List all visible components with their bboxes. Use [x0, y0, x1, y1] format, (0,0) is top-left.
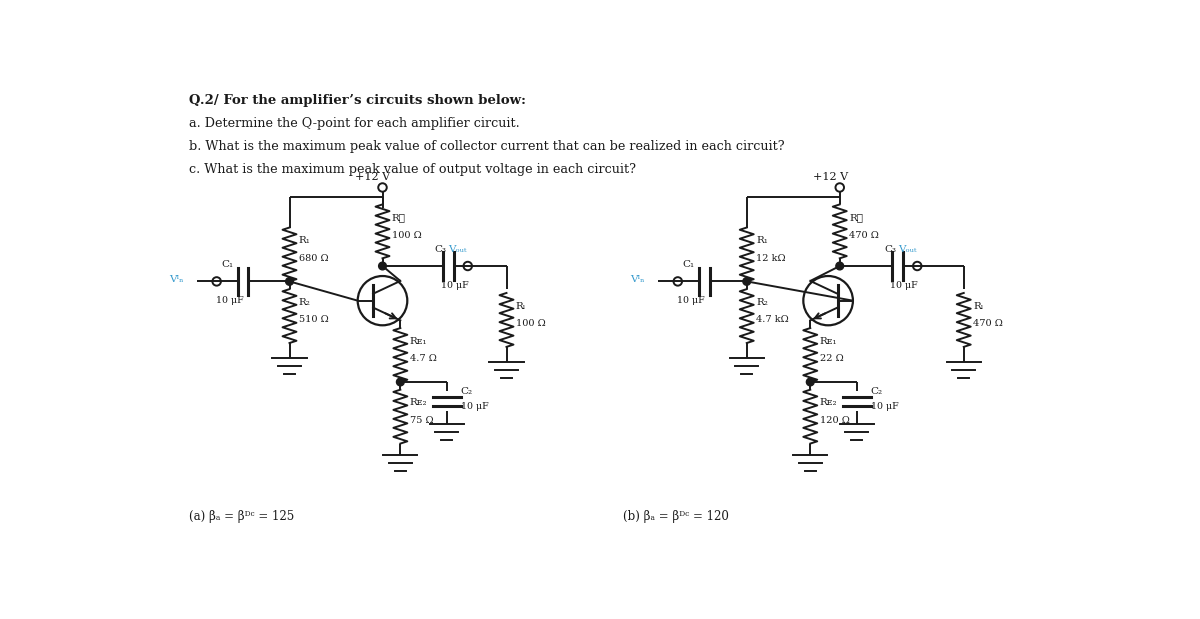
- Text: 10 μF: 10 μF: [216, 296, 244, 305]
- Text: 4.7 Ω: 4.7 Ω: [409, 354, 437, 363]
- Circle shape: [379, 262, 386, 270]
- Text: Rᴇ₁: Rᴇ₁: [409, 337, 427, 345]
- Text: +12 V: +12 V: [812, 173, 847, 183]
- Circle shape: [286, 277, 293, 285]
- Text: RⰉ: RⰉ: [850, 213, 863, 222]
- Text: c. What is the maximum peak value of output voltage in each circuit?: c. What is the maximum peak value of out…: [188, 163, 636, 176]
- Text: 10 μF: 10 μF: [871, 402, 899, 411]
- Text: 100 Ω: 100 Ω: [391, 231, 421, 240]
- Text: 510 Ω: 510 Ω: [299, 316, 329, 324]
- Text: Q.2/ For the amplifier’s circuits shown below:: Q.2/ For the amplifier’s circuits shown …: [188, 94, 526, 107]
- Text: R₂: R₂: [299, 298, 311, 306]
- Text: C₃: C₃: [434, 245, 446, 254]
- Text: 470 Ω: 470 Ω: [973, 319, 1003, 328]
- Text: C₁: C₁: [683, 260, 695, 269]
- Text: C₂: C₂: [871, 387, 883, 396]
- Text: 100 Ω: 100 Ω: [516, 319, 546, 328]
- Text: a. Determine the Q-point for each amplifier circuit.: a. Determine the Q-point for each amplif…: [188, 117, 520, 130]
- Circle shape: [396, 378, 404, 386]
- Text: +12 V: +12 V: [355, 173, 390, 183]
- Text: 10 μF: 10 μF: [440, 281, 468, 290]
- Text: R₂: R₂: [756, 298, 768, 306]
- Text: R₁: R₁: [756, 236, 768, 245]
- Text: 75 Ω: 75 Ω: [409, 416, 433, 425]
- Text: C₃: C₃: [884, 245, 896, 254]
- Text: C₂: C₂: [461, 387, 473, 396]
- Text: Rₗ: Rₗ: [516, 301, 526, 311]
- Text: 10 μF: 10 μF: [890, 281, 918, 290]
- Text: 120 Ω: 120 Ω: [820, 416, 850, 425]
- Text: RⰉ: RⰉ: [391, 213, 406, 222]
- Text: 4.7 kΩ: 4.7 kΩ: [756, 316, 788, 324]
- Text: Vᴵₙ: Vᴵₙ: [169, 275, 184, 284]
- Text: 12 kΩ: 12 kΩ: [756, 254, 786, 263]
- Text: Rᴇ₁: Rᴇ₁: [820, 337, 838, 345]
- Text: (b) βₐ⁣ = βᴰᶜ = 120: (b) βₐ⁣ = βᴰᶜ = 120: [623, 510, 728, 523]
- Text: R₁: R₁: [299, 236, 311, 245]
- Text: Vₒᵤₜ: Vₒᵤₜ: [898, 245, 917, 254]
- Circle shape: [806, 378, 814, 386]
- Text: 470 Ω: 470 Ω: [850, 231, 878, 240]
- Text: Vₒᵤₜ: Vₒᵤₜ: [449, 245, 467, 254]
- Text: 22 Ω: 22 Ω: [820, 354, 844, 363]
- Text: Vᴵₙ: Vᴵₙ: [630, 275, 646, 284]
- Text: 680 Ω: 680 Ω: [299, 254, 329, 263]
- Text: b. What is the maximum peak value of collector current that can be realized in e: b. What is the maximum peak value of col…: [188, 140, 785, 153]
- Text: C₁: C₁: [221, 260, 234, 269]
- Text: (a) βₐ⁣ = βᴰᶜ = 125: (a) βₐ⁣ = βᴰᶜ = 125: [188, 510, 294, 523]
- Text: Rᴇ₂: Rᴇ₂: [820, 398, 838, 407]
- Text: Rᴇ₂: Rᴇ₂: [409, 398, 427, 407]
- Text: 10 μF: 10 μF: [461, 402, 488, 411]
- Text: Rₗ: Rₗ: [973, 301, 984, 311]
- Text: 10 μF: 10 μF: [677, 296, 704, 305]
- Circle shape: [743, 277, 751, 285]
- Circle shape: [836, 262, 844, 270]
